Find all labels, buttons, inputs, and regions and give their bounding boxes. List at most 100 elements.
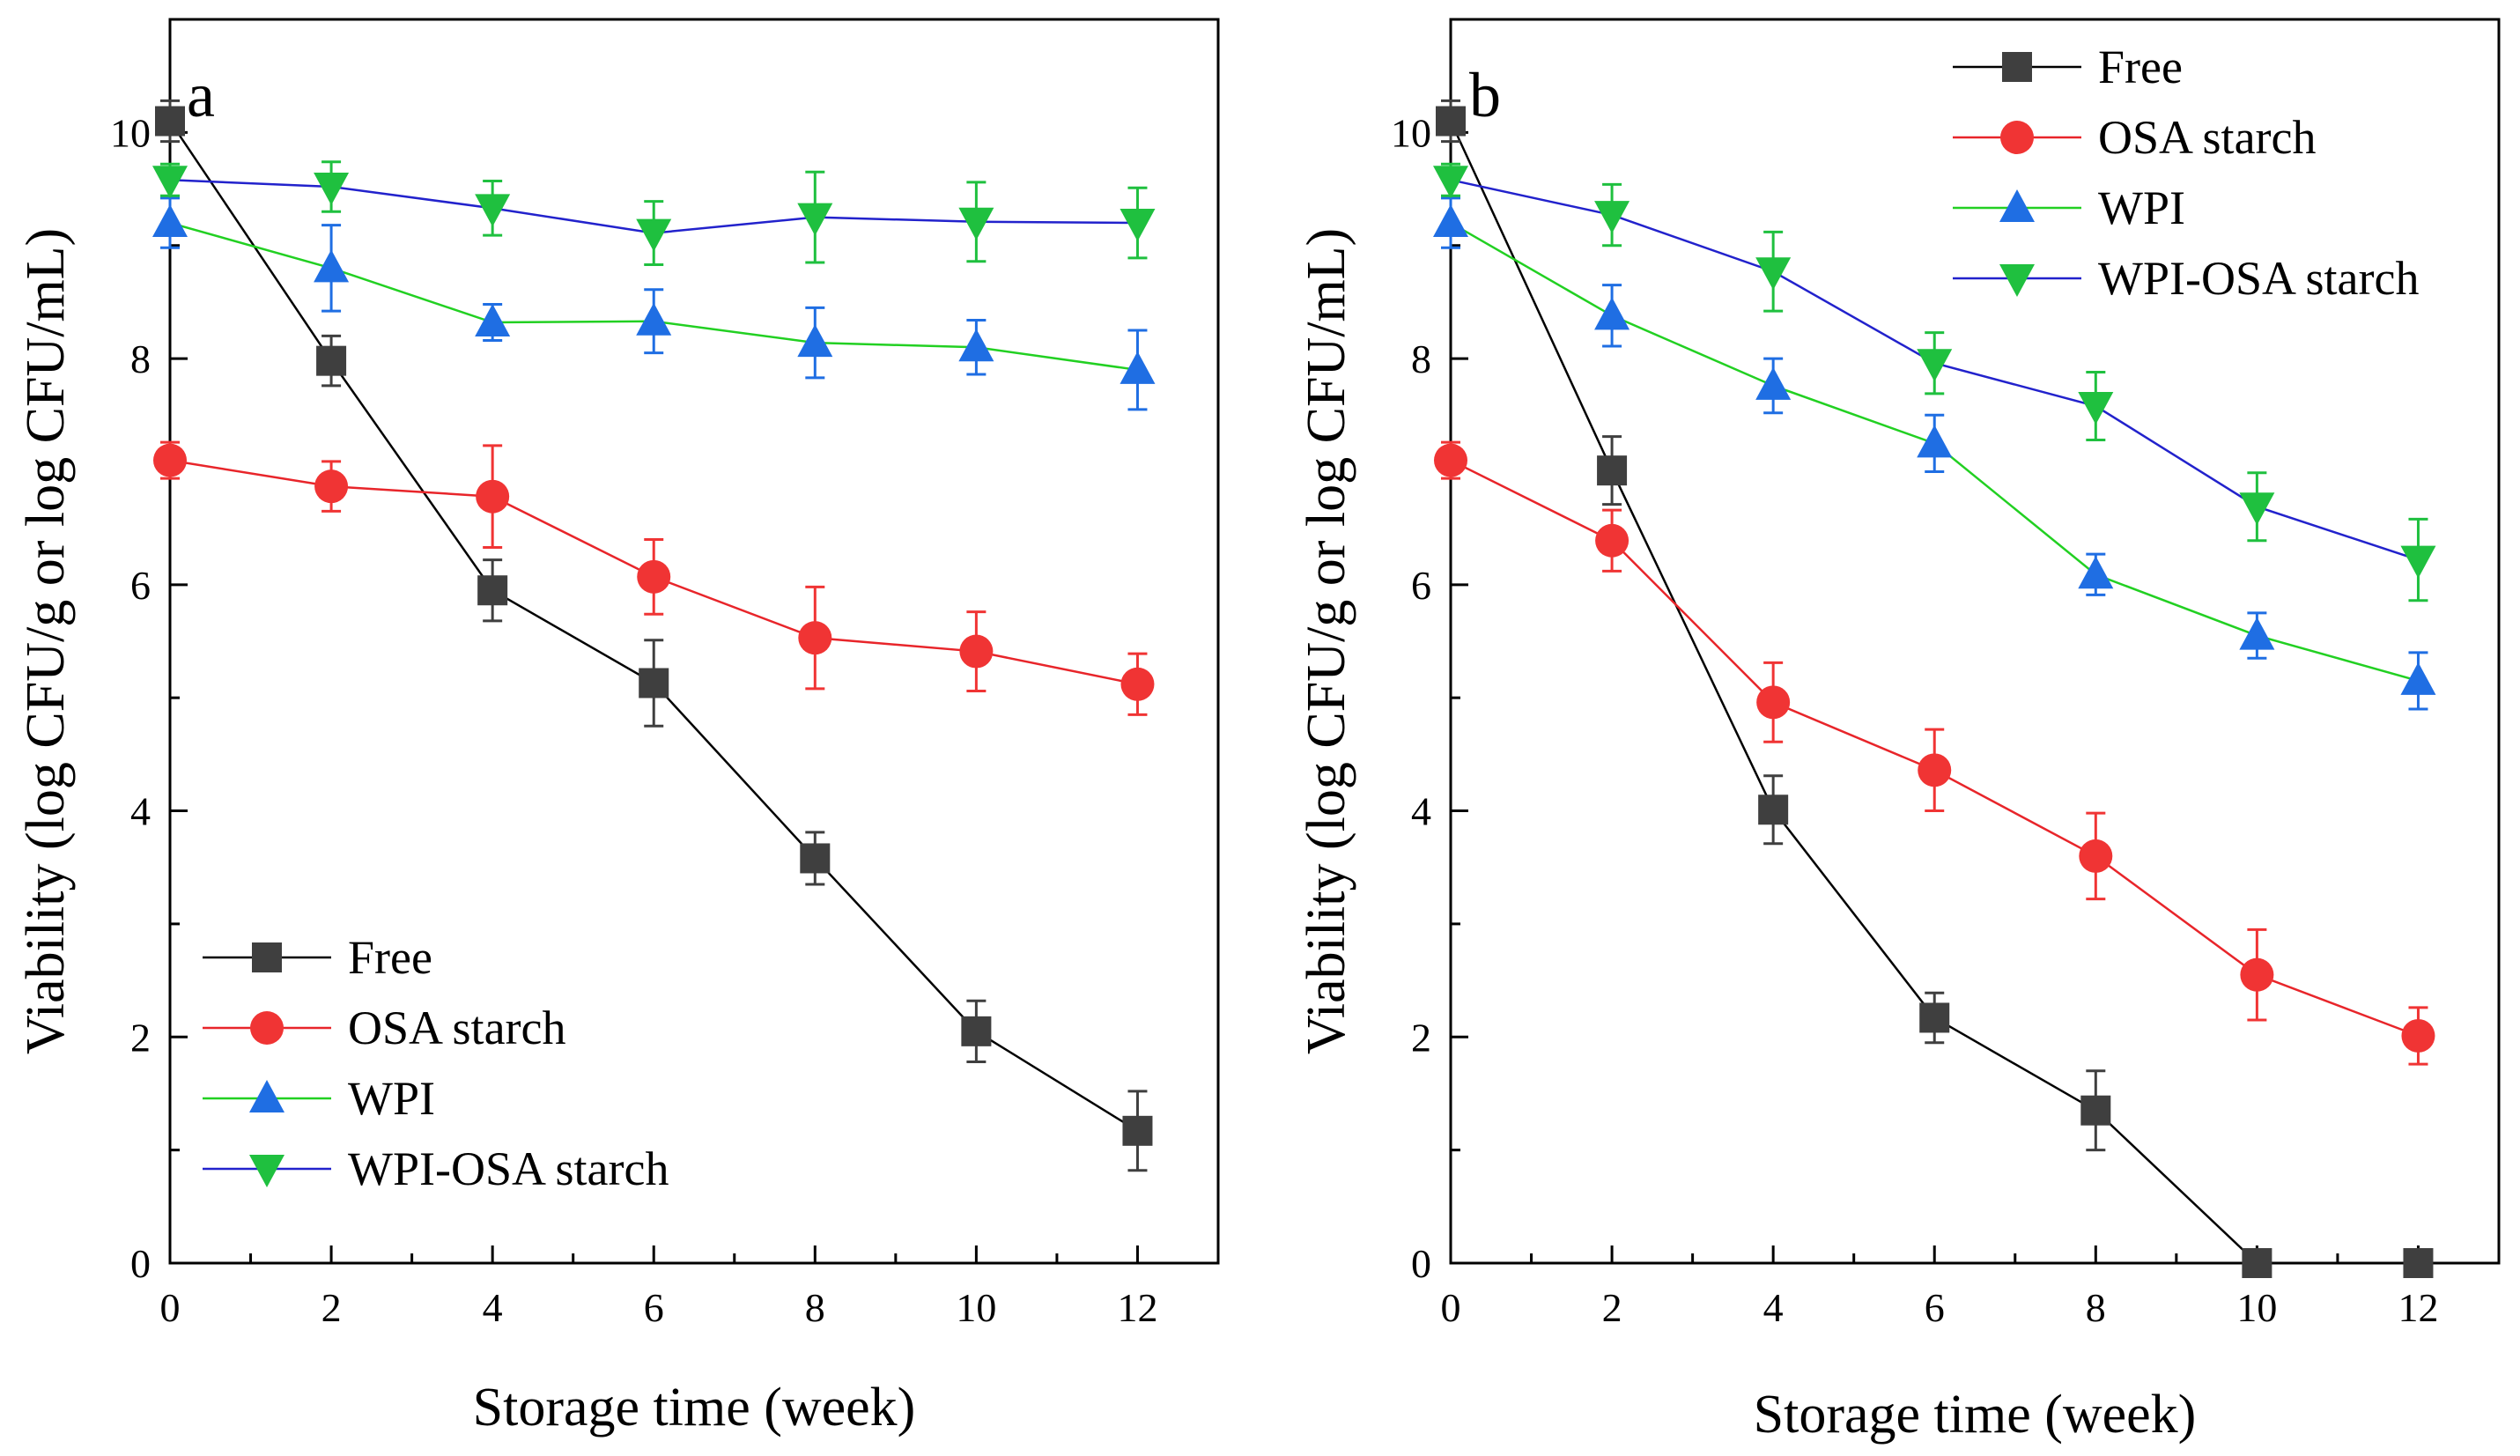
panel-b-data-point <box>2078 392 2114 425</box>
panel-a-data-point <box>797 324 833 358</box>
panel-b-data-point <box>1917 349 1953 382</box>
panel-b-data-point <box>1433 166 1468 199</box>
panel-b-legend-label: Free <box>2098 41 2183 93</box>
panel-b-data-point <box>1917 425 1953 458</box>
panel-a-x-tick-label: 4 <box>483 1285 503 1330</box>
panel-b-data-point <box>1594 297 1630 330</box>
panel-b-legend: Free OSA starch WPI WPI-OSA starch <box>1953 41 2419 305</box>
panel-a-data-point <box>477 575 508 606</box>
panel-a-data-point <box>959 634 994 669</box>
panel-b-legend-marker <box>1999 264 2035 297</box>
panel-b-data-point <box>1436 106 1466 137</box>
panel-a-data-point <box>152 204 188 238</box>
panel-a-data-point <box>152 166 188 199</box>
panel-b-data-point <box>2401 1018 2435 1053</box>
panel-a-data-point <box>636 302 672 336</box>
panel-a-legend-label: Free <box>348 931 432 984</box>
panel-a-y-axis-title: Viability (log CFU/g or log CFU/mL) <box>16 228 76 1054</box>
panel-b-data-point <box>1594 201 1630 234</box>
panel-a-legend-marker <box>249 1080 285 1112</box>
panel-a-data-point <box>314 469 349 504</box>
panel-b-data-point <box>1918 753 1952 787</box>
panel-b-legend-marker <box>2002 52 2032 82</box>
panel-a-legend-marker <box>249 1155 285 1187</box>
panel-a-label: a <box>187 60 215 130</box>
panel-b-x-tick-label: 2 <box>1602 1285 1622 1330</box>
panel-b-y-tick-label: 2 <box>1411 1015 1431 1060</box>
panel-a-data-point <box>637 559 671 594</box>
panel-b-data-point <box>1597 455 1628 486</box>
panel-b-data-point <box>1595 523 1630 558</box>
panel-a-x-tick-label: 8 <box>805 1285 825 1330</box>
panel-b-data-point <box>1755 257 1792 291</box>
panel-a-y-tick-label: 2 <box>130 1015 151 1060</box>
panel-b-x-tick-label: 10 <box>2236 1285 2277 1330</box>
panel-b-data-point <box>2080 1095 2111 1126</box>
panel-b-x-tick-label: 8 <box>2086 1285 2106 1330</box>
panel-a-data-point <box>1122 1115 1153 1146</box>
panel-b-data-point <box>1755 366 1792 400</box>
panel-a-legend-marker <box>250 1011 284 1045</box>
panel-a-x-tick-label: 12 <box>1117 1285 1157 1330</box>
panel-b-label: b <box>1469 60 1501 130</box>
panel-b-chart: 0 2 4 6 8 10 12 0 2 4 6 8 10 b Storage time (week) V… <box>1297 18 2501 1445</box>
panel-b-data-point <box>2403 1248 2434 1278</box>
panel-a-data-point <box>961 1016 992 1046</box>
panel-a-data-point <box>798 621 832 655</box>
panel-b-data-point <box>2079 839 2113 873</box>
panel-a-x-tick-label: 6 <box>644 1285 664 1330</box>
panel-b-data-point <box>2400 661 2436 695</box>
panel-a-y-tick-label: 6 <box>130 563 151 608</box>
panel-b-y-tick-label: 4 <box>1411 789 1431 834</box>
panel-a-x-tick-label: 2 <box>321 1285 342 1330</box>
panel-b-data-point <box>1756 685 1791 720</box>
panel-a-data-point <box>475 304 511 337</box>
panel-a-legend-label: WPI-OSA starch <box>348 1142 669 1195</box>
panel-b-data-point <box>2242 1248 2272 1278</box>
panel-b-y-axis-title: Viability (log CFU/g or log CFU/mL) <box>1297 228 1356 1054</box>
panel-a-data-point <box>639 668 669 698</box>
panel-b-legend-label: WPI <box>2098 181 2185 234</box>
panel-b-legend-label: OSA starch <box>2098 111 2316 164</box>
panel-a-y-tick-label: 0 <box>130 1241 151 1286</box>
panel-b-y-tick-label: 6 <box>1411 563 1431 608</box>
panel-b-data-point <box>1758 795 1789 825</box>
panel-a-data-point <box>155 106 185 137</box>
panel-b-x-tick-label: 0 <box>1441 1285 1461 1330</box>
panel-a-y-tick-label: 10 <box>110 110 151 155</box>
panel-a-data-point <box>314 249 350 283</box>
panel-b-data-point <box>2240 957 2274 992</box>
panel-b-y-tick-label: 10 <box>1391 110 1431 155</box>
panel-a-data-point <box>636 218 672 252</box>
panel-b-data-point <box>1434 443 1467 477</box>
panel-b-x-tick-label: 6 <box>1925 1285 1945 1330</box>
panel-b-x-tick-label: 4 <box>1763 1285 1784 1330</box>
panel-a-ticks: 0 2 4 6 8 10 12 0 2 4 6 8 10 <box>110 110 1157 1330</box>
panel-a-x-axis-title: Storage time (week) <box>473 1378 916 1438</box>
panel-b-legend-marker <box>2000 121 2034 154</box>
panel-a-plot-frame <box>168 18 1220 1265</box>
panel-a-data-point <box>797 203 833 236</box>
panel-a-data-point <box>800 843 831 874</box>
panel-b-ticks: 0 2 4 6 8 10 12 0 2 4 6 8 10 <box>1391 110 2438 1330</box>
panel-a-data-point <box>1120 667 1155 701</box>
panel-b-x-axis-title: Storage time (week) <box>1754 1385 2197 1445</box>
panel-b-legend-label: WPI-OSA starch <box>2098 252 2419 305</box>
panel-b-data-point <box>1919 1002 1950 1033</box>
panel-a-data-point <box>476 479 510 514</box>
panel-a-data-point <box>1120 351 1156 384</box>
panel-b-plot-frame <box>1449 18 2501 1265</box>
panel-a-legend-label: OSA starch <box>348 1001 565 1054</box>
panel-a-x-tick-label: 10 <box>956 1285 996 1330</box>
panel-b-series <box>1433 99 2436 1278</box>
panel-a-legend: Free OSA starch WPI WPI-OSA starch <box>203 931 669 1195</box>
panel-b-y-tick-label: 0 <box>1411 1241 1431 1286</box>
panel-a-y-tick-label: 4 <box>130 789 151 834</box>
panel-a-data-point <box>958 329 994 362</box>
panel-b-x-tick-label: 12 <box>2398 1285 2438 1330</box>
panel-b-legend-marker <box>1999 189 2035 222</box>
panel-a-legend-marker <box>252 942 282 972</box>
panel-b-data-point <box>2400 545 2436 579</box>
panel-b-data-point <box>1433 204 1468 238</box>
